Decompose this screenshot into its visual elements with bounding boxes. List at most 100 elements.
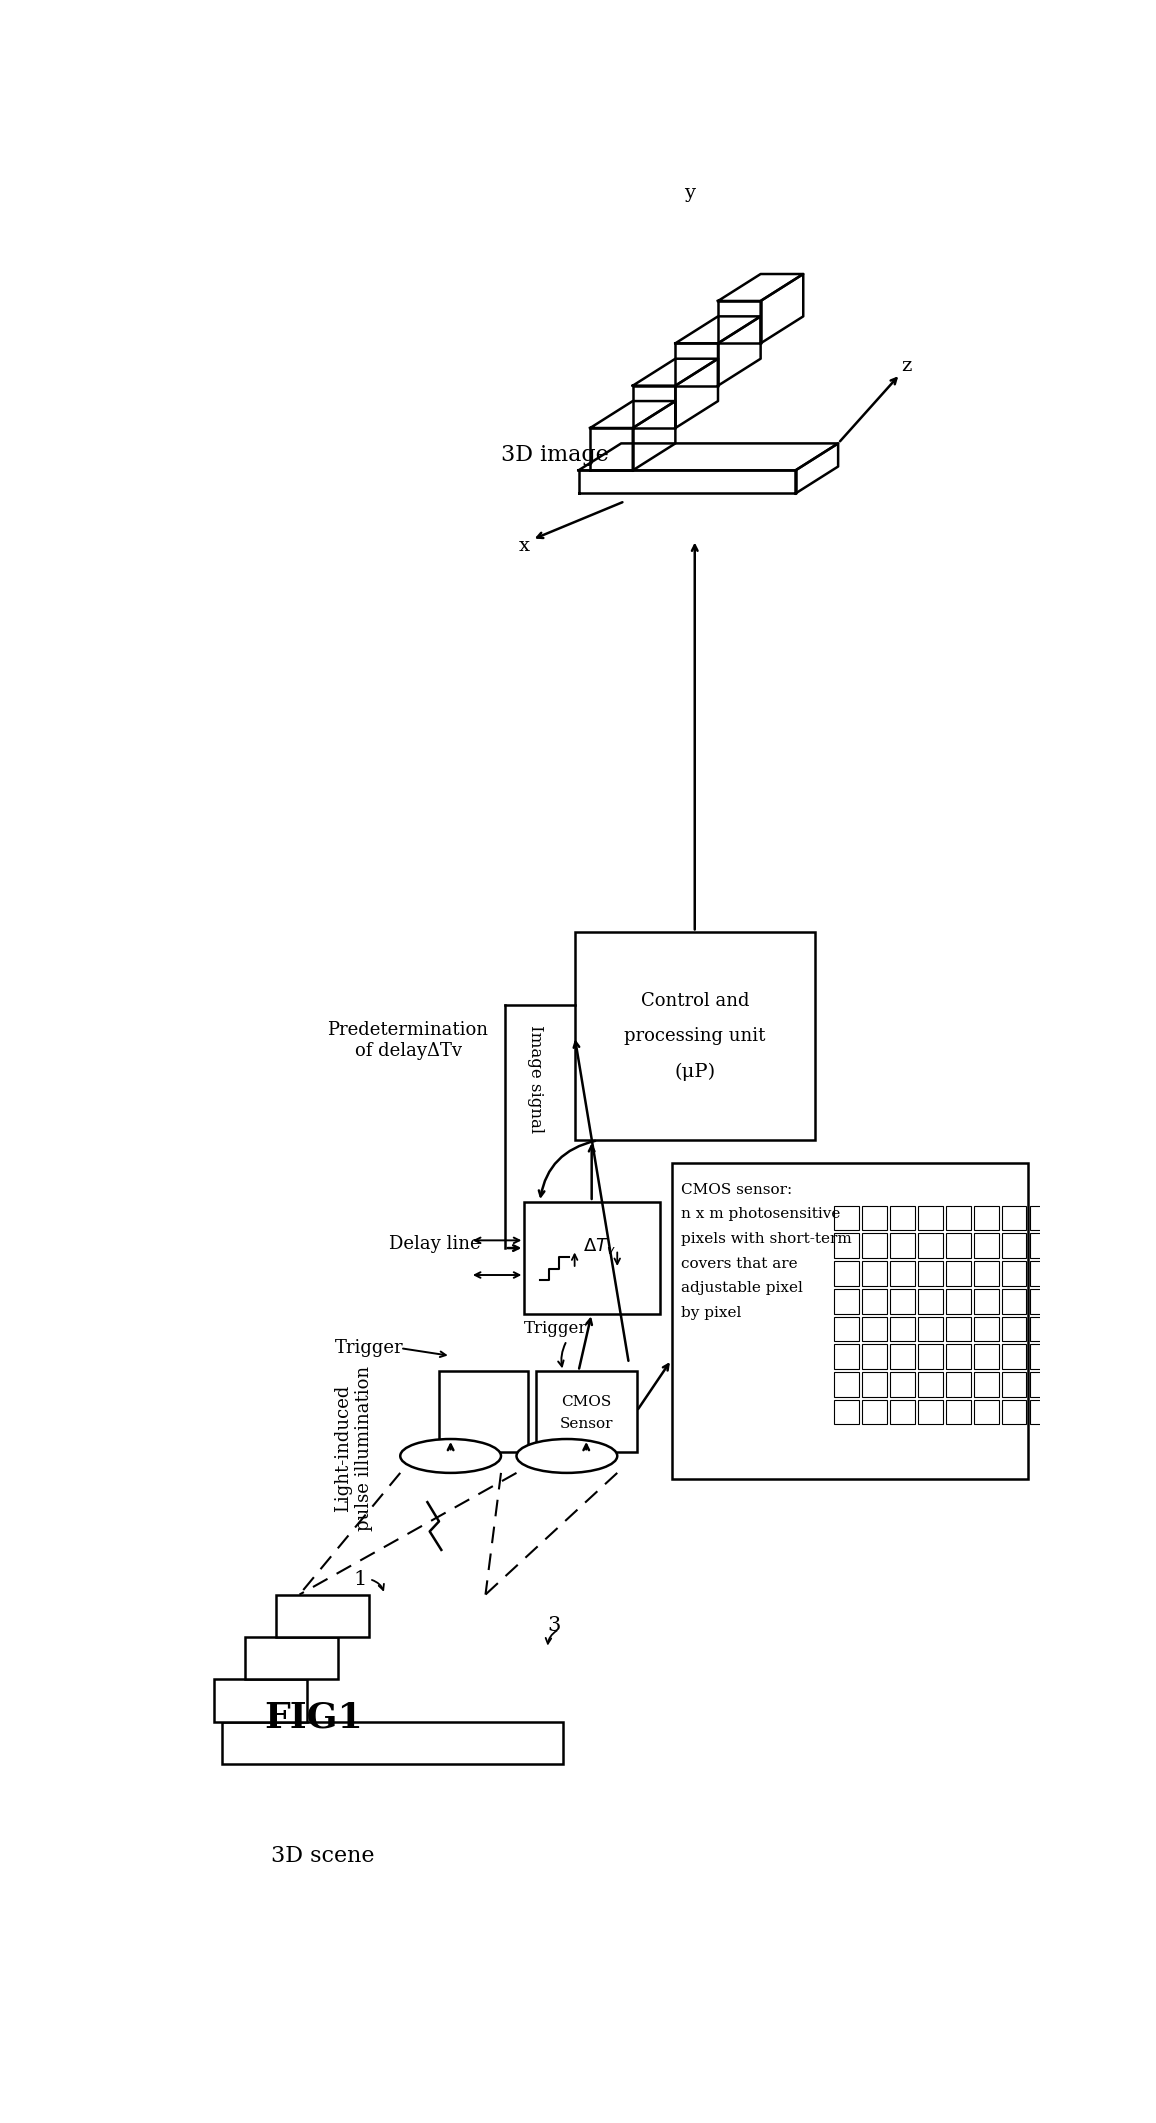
Text: 3D scene: 3D scene: [271, 1845, 375, 1868]
Bar: [1058, 1261, 1082, 1287]
Bar: [918, 1206, 943, 1231]
Bar: [1058, 1344, 1082, 1369]
Bar: [1085, 1261, 1110, 1287]
Bar: [918, 1316, 943, 1342]
Text: (μP): (μP): [674, 1062, 716, 1081]
Bar: [575, 932, 815, 1140]
Bar: [1001, 1344, 1027, 1369]
Bar: [1030, 1371, 1054, 1397]
Bar: [1030, 1316, 1054, 1342]
Text: $\Delta T_v$: $\Delta T_v$: [583, 1236, 616, 1255]
Text: covers that are: covers that are: [681, 1257, 798, 1270]
Bar: [1058, 1399, 1082, 1425]
Text: Control and: Control and: [640, 991, 749, 1011]
Bar: [1058, 1371, 1082, 1397]
Text: CMOS sensor:: CMOS sensor:: [681, 1183, 792, 1197]
Bar: [835, 1261, 859, 1287]
Bar: [536, 1371, 637, 1452]
Bar: [1001, 1261, 1027, 1287]
Bar: [1058, 1316, 1082, 1342]
Bar: [835, 1289, 859, 1314]
Bar: [862, 1371, 887, 1397]
Bar: [862, 1399, 887, 1425]
Bar: [1030, 1289, 1054, 1314]
Bar: [835, 1206, 859, 1231]
Bar: [890, 1316, 914, 1342]
Text: by pixel: by pixel: [681, 1306, 741, 1321]
Text: Image signal: Image signal: [527, 1025, 544, 1134]
Bar: [862, 1289, 887, 1314]
Bar: [1085, 1233, 1110, 1259]
Text: Trigger: Trigger: [335, 1340, 403, 1357]
Bar: [918, 1233, 943, 1259]
Bar: [1030, 1344, 1054, 1369]
Bar: [1001, 1233, 1027, 1259]
Bar: [1085, 1371, 1110, 1397]
Bar: [890, 1233, 914, 1259]
Bar: [1030, 1233, 1054, 1259]
Bar: [525, 1202, 660, 1314]
Text: adjustable pixel: adjustable pixel: [681, 1280, 802, 1295]
Bar: [890, 1289, 914, 1314]
Bar: [1030, 1399, 1054, 1425]
Bar: [1085, 1206, 1110, 1231]
Bar: [276, 1594, 369, 1637]
Bar: [946, 1206, 971, 1231]
Bar: [1058, 1233, 1082, 1259]
Bar: [862, 1206, 887, 1231]
Bar: [890, 1399, 914, 1425]
Bar: [973, 1344, 999, 1369]
Text: Delay line: Delay line: [388, 1236, 480, 1253]
Bar: [835, 1371, 859, 1397]
Bar: [835, 1344, 859, 1369]
Ellipse shape: [517, 1439, 617, 1473]
Bar: [862, 1261, 887, 1287]
Bar: [862, 1316, 887, 1342]
Text: z: z: [902, 357, 912, 376]
Bar: [890, 1261, 914, 1287]
Bar: [946, 1371, 971, 1397]
Bar: [1085, 1316, 1110, 1342]
Text: Light-induced
pulse illumination: Light-induced pulse illumination: [334, 1365, 373, 1531]
Bar: [918, 1289, 943, 1314]
Text: x: x: [519, 537, 529, 554]
Text: processing unit: processing unit: [624, 1028, 765, 1045]
Bar: [973, 1206, 999, 1231]
Bar: [1001, 1316, 1027, 1342]
Bar: [973, 1371, 999, 1397]
Ellipse shape: [400, 1439, 501, 1473]
Bar: [862, 1233, 887, 1259]
Bar: [1030, 1206, 1054, 1231]
Bar: [214, 1679, 307, 1722]
Text: 3D image: 3D image: [501, 444, 609, 465]
Bar: [862, 1344, 887, 1369]
Bar: [672, 1163, 1028, 1480]
Bar: [918, 1261, 943, 1287]
Text: pixels with short-term: pixels with short-term: [681, 1231, 852, 1246]
Bar: [439, 1371, 528, 1452]
Bar: [1085, 1399, 1110, 1425]
Bar: [1001, 1206, 1027, 1231]
Bar: [946, 1399, 971, 1425]
Bar: [918, 1371, 943, 1397]
Text: y: y: [684, 185, 695, 202]
Bar: [245, 1637, 339, 1679]
Bar: [835, 1316, 859, 1342]
Text: 3: 3: [548, 1616, 561, 1635]
Bar: [946, 1344, 971, 1369]
Text: Sensor: Sensor: [560, 1416, 613, 1431]
Bar: [835, 1233, 859, 1259]
Bar: [946, 1261, 971, 1287]
Bar: [890, 1371, 914, 1397]
Bar: [1085, 1344, 1110, 1369]
Bar: [973, 1316, 999, 1342]
Bar: [946, 1316, 971, 1342]
Bar: [890, 1344, 914, 1369]
Text: n x m photosensitive: n x m photosensitive: [681, 1208, 840, 1221]
Bar: [918, 1344, 943, 1369]
Bar: [835, 1399, 859, 1425]
Text: 1: 1: [354, 1569, 368, 1588]
Bar: [222, 1722, 563, 1764]
Bar: [1085, 1289, 1110, 1314]
Bar: [973, 1399, 999, 1425]
